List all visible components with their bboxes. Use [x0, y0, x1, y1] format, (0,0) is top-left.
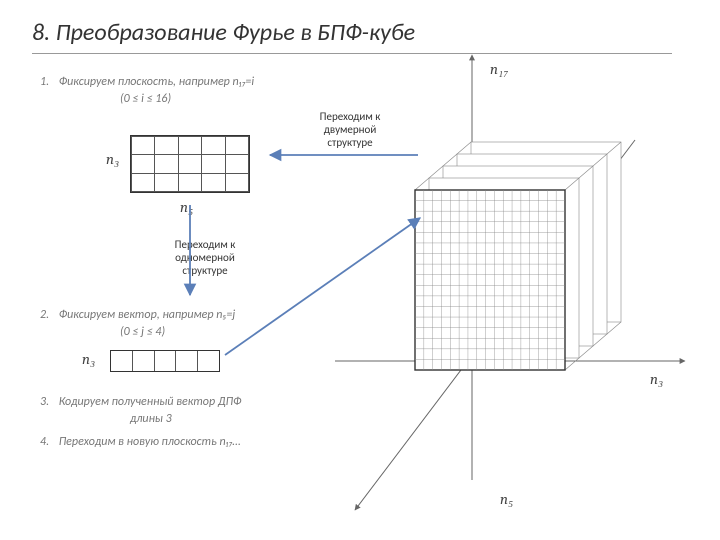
annotation-to1d: Переходим к одномерной структуре [160, 238, 250, 278]
step-1-text: Фиксируем плоскость, например n₁₇=i [59, 75, 254, 89]
step-3: 3. Кодируем полученный вектор ДПФ [40, 395, 241, 409]
slide-title: 8. Преобразование Фурье в БПФ-кубе [32, 18, 672, 54]
step-1-num: 1. [40, 75, 56, 89]
cube-label-n5: n₅ [500, 490, 513, 509]
grid-2d [130, 135, 250, 193]
grid1d-label: n₃ [82, 350, 95, 369]
step-3-num: 3. [40, 395, 56, 409]
step-2-range: (0 ≤ j ≤ 4) [120, 325, 165, 339]
step-1-range: (0 ≤ i ≤ 16) [120, 92, 171, 106]
step-4-num: 4. [40, 435, 56, 449]
cube-label-n3: n₃ [650, 370, 663, 389]
grid2d-ylabel: n₃ [106, 150, 119, 169]
step-2-num: 2. [40, 308, 56, 322]
grid-1d [110, 350, 220, 372]
step-4-text: Переходим в новую плоскость n₁₇… [59, 435, 241, 449]
step-1: 1. Фиксируем плоскость, например n₁₇=i [40, 75, 254, 89]
step-2-text: Фиксируем вектор, например n₅=j [59, 308, 236, 322]
cube-label-n17: n₁₇ [490, 60, 508, 79]
annotation-to2d: Переходим к двумерной структуре [305, 110, 395, 150]
step-2: 2. Фиксируем вектор, например n₅=j [40, 308, 235, 322]
step-4: 4. Переходим в новую плоскость n₁₇… [40, 435, 241, 449]
grid2d-xlabel: n₅ [180, 198, 193, 217]
step-3-text: Кодируем полученный вектор ДПФ [59, 395, 242, 409]
step-3-sub: длины 3 [130, 412, 172, 426]
